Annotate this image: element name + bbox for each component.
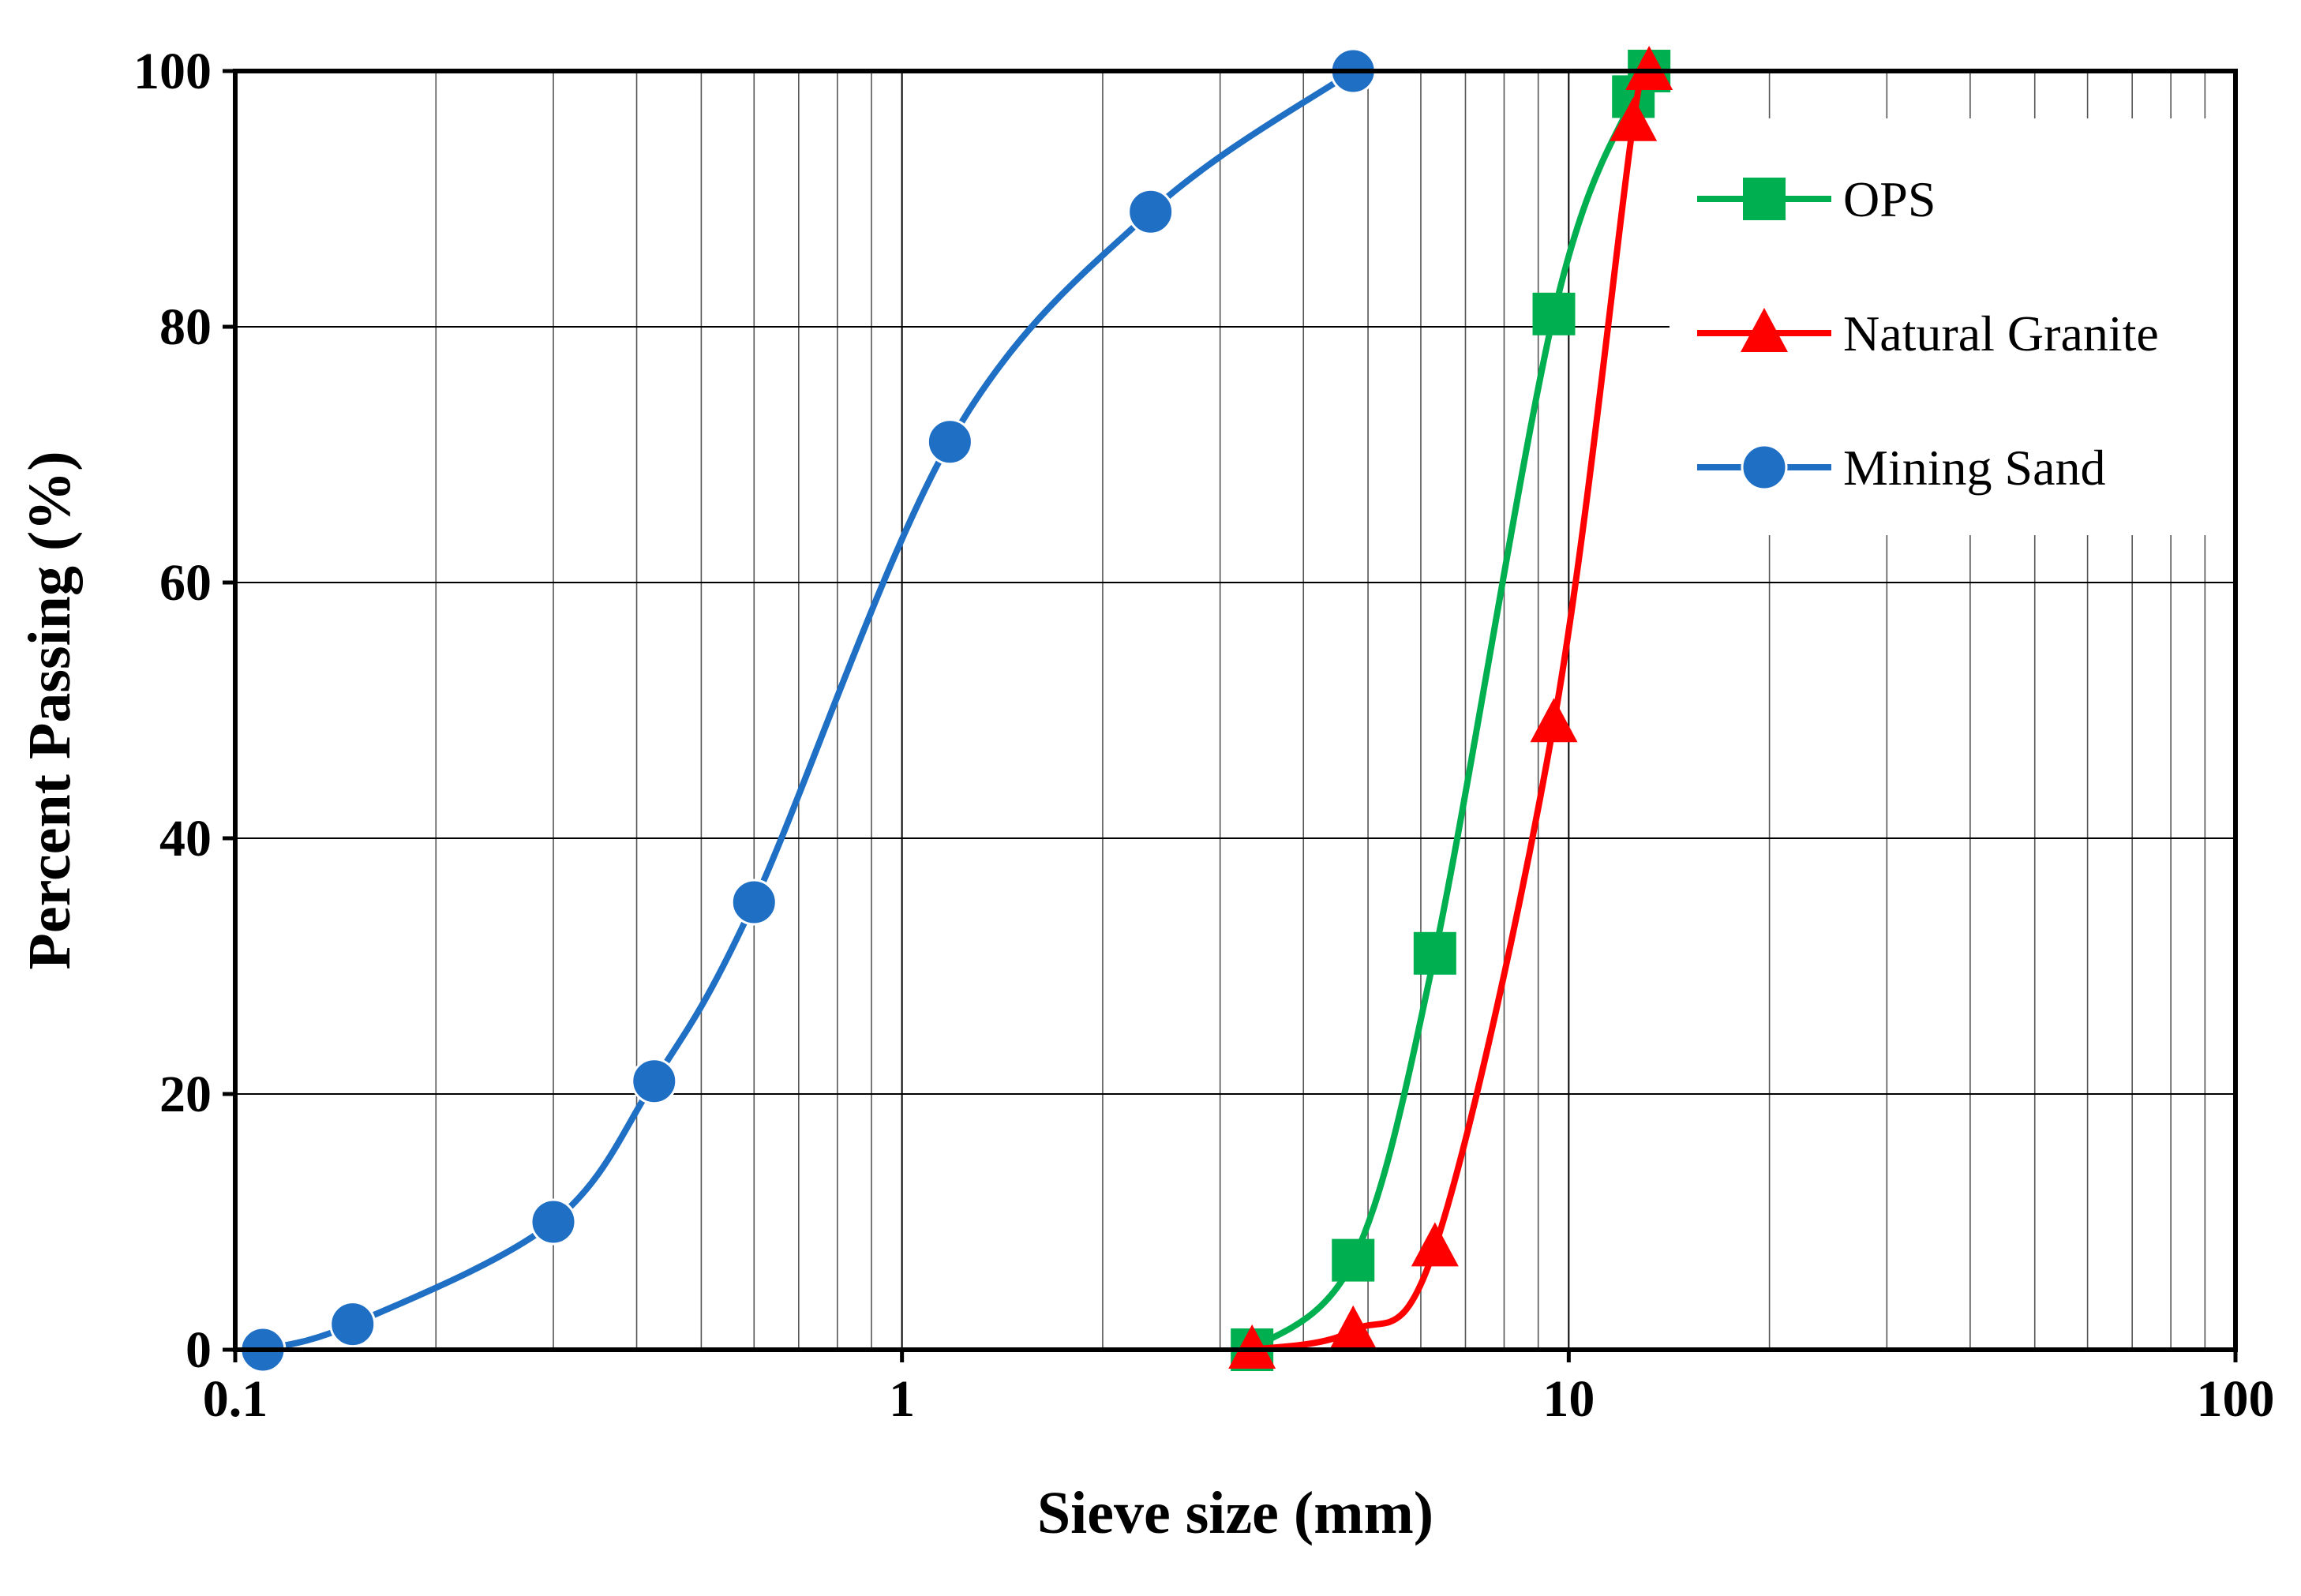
legend: OPS Natural Granite Mining Sand — [1697, 171, 2159, 496]
legend-marker-natural-granite — [1741, 308, 1788, 352]
legend-entry-mining-sand: Mining Sand — [1697, 440, 2105, 496]
y-tick-label: 80 — [159, 298, 212, 356]
x-tick-label: 10 — [1542, 1370, 1595, 1428]
legend-label-mining-sand: Mining Sand — [1843, 440, 2105, 496]
legend-entry-ops: OPS — [1697, 171, 1936, 227]
plot-area-frame — [233, 69, 2238, 1352]
y-tick-label: 0 — [186, 1321, 212, 1379]
legend-entry-natural-granite: Natural Granite — [1697, 305, 2159, 362]
data-point-mining-sand — [329, 1301, 377, 1348]
tick-labels: 0 20 40 60 80 100 0.1 1 10 100 — [133, 43, 2275, 1428]
legend-label-natural-granite: Natural Granite — [1843, 305, 2159, 362]
data-point-mining-sand — [1127, 188, 1175, 235]
data-point-natural-granite — [1625, 46, 1673, 90]
data-point-mining-sand — [631, 1058, 678, 1105]
tick-marks — [223, 69, 2238, 1362]
legend-marker-ops — [1743, 178, 1786, 220]
data-point-ops — [1532, 292, 1576, 335]
legend-label-ops: OPS — [1843, 171, 1936, 227]
data-point-ops — [1413, 931, 1456, 975]
y-tick-label: 100 — [133, 43, 212, 100]
y-tick-label: 60 — [159, 554, 212, 612]
x-axis-title: Sieve size (mm) — [1037, 1480, 1433, 1546]
data-point-natural-granite — [1228, 1324, 1276, 1369]
x-tick-label: 1 — [889, 1370, 915, 1428]
data-point-mining-sand — [926, 418, 973, 466]
legend-marker-mining-sand — [1741, 444, 1788, 491]
y-axis-title: Percent Passing (%) — [17, 451, 83, 969]
data-point-natural-granite — [1530, 698, 1578, 743]
data-point-ops — [1332, 1238, 1375, 1282]
y-tick-label: 40 — [159, 810, 212, 867]
y-tick-label: 20 — [159, 1066, 212, 1123]
data-point-mining-sand — [530, 1198, 577, 1246]
x-tick-label: 0.1 — [203, 1370, 268, 1428]
gridlines — [235, 71, 2235, 1350]
series-natural-granite — [1228, 46, 1673, 1369]
data-point-mining-sand — [730, 879, 778, 926]
data-point-natural-granite — [1610, 96, 1658, 141]
data-point-natural-granite — [1411, 1222, 1459, 1267]
x-tick-label: 100 — [2197, 1370, 2275, 1428]
data-point-natural-granite — [1329, 1305, 1377, 1350]
